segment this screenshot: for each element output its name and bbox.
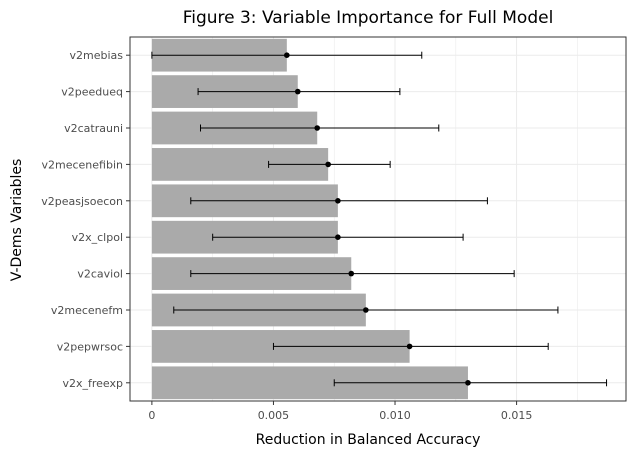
x-tick-label: 0.005 bbox=[258, 409, 290, 422]
data-point bbox=[335, 234, 341, 240]
points bbox=[284, 52, 471, 386]
y-tick-label: v2mecenefibin bbox=[42, 158, 124, 171]
x-axis-ticks: 0 0.005 0.010 0.015 bbox=[148, 401, 532, 422]
data-point bbox=[325, 161, 331, 168]
data-point bbox=[465, 380, 471, 386]
y-tick-label: v2pepwrsoc bbox=[57, 340, 123, 353]
y-tick-label: v2mecenefm bbox=[51, 304, 123, 317]
x-tick-label: 0.015 bbox=[501, 409, 533, 422]
y-tick-label: v2peedueq bbox=[61, 86, 123, 99]
chart-title: Figure 3: Variable Importance for Full M… bbox=[183, 8, 554, 28]
data-point bbox=[284, 52, 290, 58]
y-tick-label: v2catrauni bbox=[64, 122, 123, 135]
y-axis-ticks: v2mebias v2peedueq v2catrauni v2mecenefibin… bbox=[41, 49, 130, 390]
data-point bbox=[294, 88, 301, 95]
data-point bbox=[406, 343, 413, 350]
data-point bbox=[314, 125, 321, 131]
x-tick-label: 0 bbox=[148, 409, 155, 422]
y-tick-label: v2peasjsoecon bbox=[41, 195, 123, 208]
data-point bbox=[363, 307, 369, 313]
y-tick-label: v2caviol bbox=[77, 268, 123, 281]
y-tick-label: v2mebias bbox=[69, 49, 123, 62]
panel-border bbox=[129, 36, 627, 402]
x-tick-label: 0.010 bbox=[379, 409, 411, 422]
y-tick-label: v2x_freexp bbox=[62, 377, 123, 390]
data-point bbox=[335, 198, 341, 204]
y-tick-label: v2x_clpol bbox=[72, 231, 123, 244]
x-axis-title: Reduction in Balanced Accuracy bbox=[256, 432, 481, 448]
data-point bbox=[348, 270, 355, 277]
y-axis-title: V-Dems Variables bbox=[9, 159, 25, 282]
